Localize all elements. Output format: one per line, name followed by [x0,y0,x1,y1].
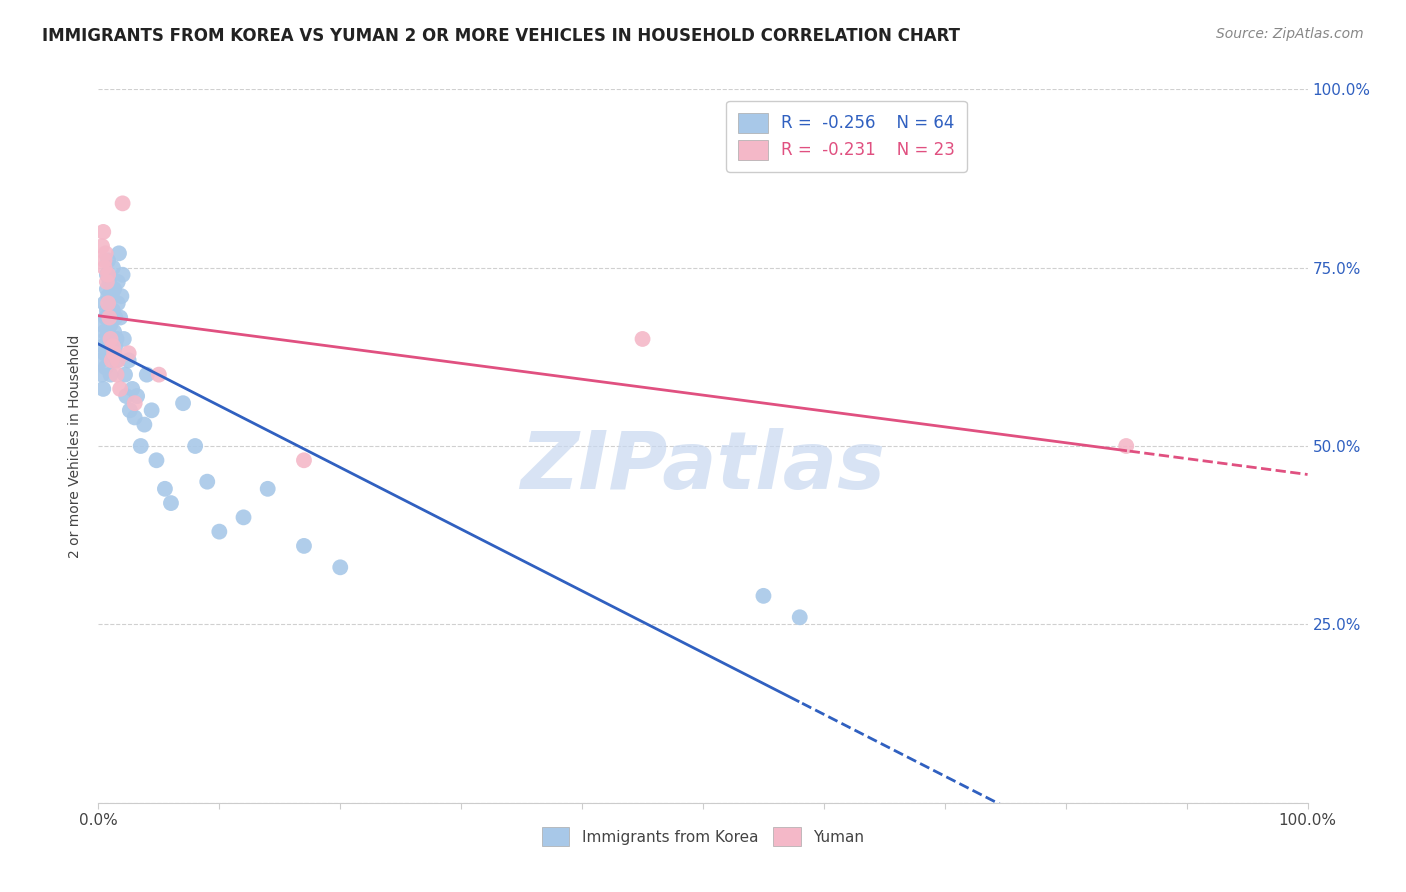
Point [96,268,118,282]
Point [145,453,167,467]
Point [631,332,654,346]
Point [101,303,124,318]
Point [101,339,124,353]
Point [100,353,122,368]
Text: Source: ZipAtlas.com: Source: ZipAtlas.com [1216,27,1364,41]
Point [108,246,131,260]
Point [100,346,122,360]
Point [1115,439,1137,453]
Point [90,353,112,368]
Point [91,382,114,396]
Point [292,539,315,553]
Point [107,296,129,310]
Point [115,389,138,403]
Point [195,475,218,489]
Point [97,253,120,268]
Point [98,310,121,325]
Point [108,310,131,325]
Point [111,268,134,282]
Point [100,318,122,332]
Point [91,368,114,382]
Point [105,368,128,382]
Point [104,310,127,325]
Legend: Immigrants from Korea, Yuman: Immigrants from Korea, Yuman [536,822,870,852]
Point [91,339,114,353]
Point [160,496,183,510]
Point [93,260,115,275]
Point [91,225,114,239]
Point [124,396,146,410]
Point [141,403,163,417]
Point [91,318,114,332]
Point [108,382,131,396]
Text: IMMIGRANTS FROM KOREA VS YUMAN 2 OR MORE VEHICLES IN HOUSEHOLD CORRELATION CHART: IMMIGRANTS FROM KOREA VS YUMAN 2 OR MORE… [42,27,960,45]
Point [96,275,118,289]
Point [107,353,129,368]
Point [124,410,146,425]
Point [100,368,122,382]
Point [127,389,149,403]
Point [96,303,118,318]
Point [94,332,117,346]
Point [232,510,254,524]
Point [153,482,176,496]
Point [110,289,132,303]
Point [91,239,114,253]
Point [93,346,115,360]
Point [148,368,170,382]
Point [98,332,121,346]
Point [114,368,136,382]
Point [93,325,115,339]
Point [111,196,134,211]
Point [107,275,129,289]
Point [93,253,115,268]
Point [103,346,125,360]
Point [103,282,125,296]
Point [93,296,115,310]
Point [94,246,117,260]
Point [789,610,811,624]
Point [94,310,117,325]
Point [329,560,352,574]
Point [118,353,141,368]
Point [104,339,127,353]
Point [101,260,124,275]
Y-axis label: 2 or more Vehicles in Household: 2 or more Vehicles in Household [69,334,83,558]
Point [121,382,143,396]
Point [100,339,122,353]
Point [100,332,122,346]
Point [184,439,207,453]
Point [97,268,120,282]
Point [129,439,152,453]
Point [256,482,278,496]
Point [134,417,156,432]
Point [118,346,141,360]
Point [118,403,141,417]
Point [105,353,128,368]
Point [172,396,194,410]
Point [97,289,120,303]
Point [98,275,121,289]
Point [98,310,121,325]
Point [94,360,117,375]
Point [97,296,120,310]
Point [97,325,120,339]
Point [105,332,128,346]
Point [135,368,157,382]
Point [100,289,122,303]
Point [103,325,125,339]
Point [208,524,231,539]
Point [96,282,118,296]
Point [292,453,315,467]
Point [112,332,135,346]
Text: ZIPatlas: ZIPatlas [520,428,886,507]
Point [752,589,775,603]
